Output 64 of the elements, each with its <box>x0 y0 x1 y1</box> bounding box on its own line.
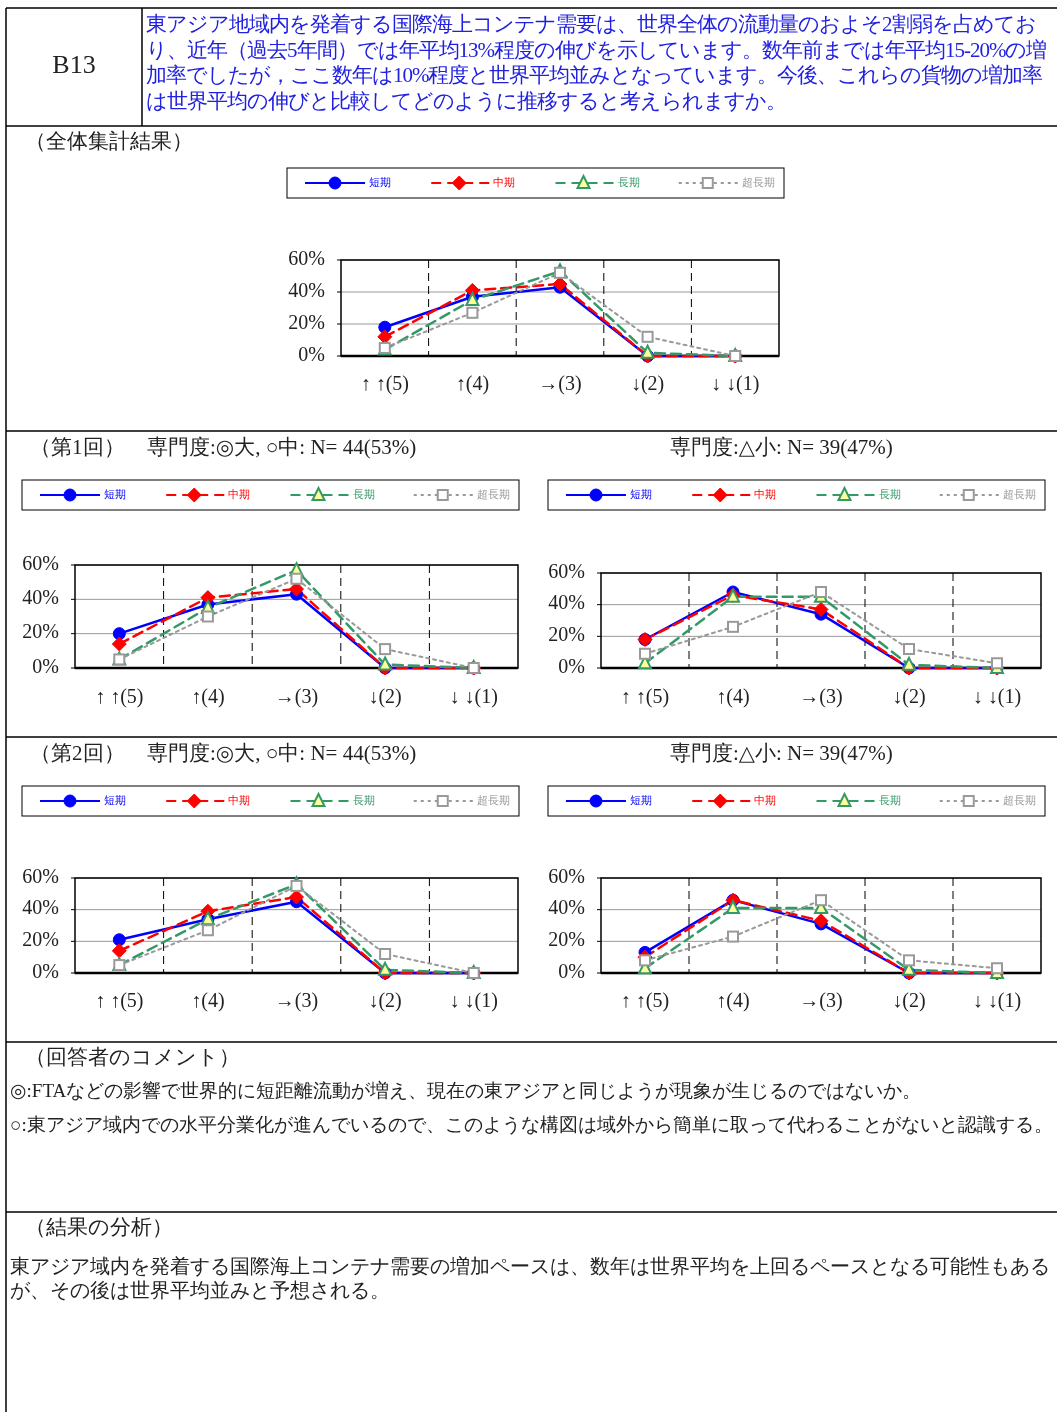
x-tick-label: ↓ ↓(1) <box>449 684 498 708</box>
y-tick-label: 20% <box>22 927 59 950</box>
chart-title: 専門度:△小: N= 39(47%) <box>670 434 893 459</box>
y-tick-label: 0% <box>558 959 585 982</box>
x-tick-label: ↑(4) <box>191 988 225 1012</box>
x-tick-label: →(3) <box>799 684 843 708</box>
y-tick-label: 0% <box>32 654 59 677</box>
x-tick-label: →(3) <box>274 684 319 708</box>
x-tick-label: →(3) <box>274 988 319 1012</box>
x-tick-label: ↓ ↓(1) <box>711 371 760 395</box>
x-tick-label: ↑ ↑(5) <box>620 988 670 1012</box>
x-tick-label: ↓ ↓(1) <box>972 684 1022 708</box>
legend: 短期 中期 長期 超長期 <box>547 479 1046 511</box>
x-tick-label: →(3) <box>538 371 582 395</box>
legend: 短期 中期 長期 超長期 <box>21 785 520 817</box>
x-tick-label: ↑(4) <box>455 371 490 395</box>
text: ◎:FTAなどの影響で世界的に短距離流動が増え、現在の東アジアと同じようが現象が生じるのではないか。 <box>10 1080 922 1102</box>
y-tick-label: 0% <box>32 959 59 982</box>
legend: 短期 中期 長期 超長期 <box>21 479 520 511</box>
text: （結果の分析） <box>25 1214 173 1239</box>
x-tick-label: ↓(2) <box>892 684 926 708</box>
text: （第2回） <box>30 740 125 765</box>
y-tick-label: 20% <box>548 622 585 645</box>
text: （第1回） <box>30 434 125 459</box>
x-tick-label: →(3) <box>799 988 843 1012</box>
y-tick-label: 60% <box>288 246 325 269</box>
legend: 短期 中期 長期 超長期 <box>286 167 785 199</box>
y-tick-label: 40% <box>22 896 59 919</box>
text: 東アジア域内を発着する国際海上コンテナ需要の増加ペースは、数年は世界平均を上回るペースとなる可能性もあるが、その後は世界平均並みと予想される。 <box>10 1254 1050 1302</box>
y-tick-label: 60% <box>548 559 585 582</box>
chart-title: 専門度:◎大, ○中: N= 44(53%) <box>147 434 417 459</box>
y-tick-label: 0% <box>298 342 325 365</box>
x-tick-label: ↑(4) <box>716 684 750 708</box>
y-tick-label: 40% <box>22 585 59 608</box>
legend: 短期 中期 長期 超長期 <box>547 785 1046 817</box>
y-tick-label: 60% <box>22 864 59 887</box>
chart-title: 専門度:△小: N= 39(47%) <box>670 740 893 765</box>
x-tick-label: ↓(2) <box>368 988 402 1012</box>
x-tick-label: ↑(4) <box>716 988 750 1012</box>
text: （全体集計結果） <box>25 128 193 153</box>
chart-title: 専門度:◎大, ○中: N= 44(53%) <box>147 740 417 765</box>
x-tick-label: ↑ ↑(5) <box>95 988 144 1012</box>
x-tick-label: ↑ ↑(5) <box>95 684 144 708</box>
x-tick-label: ↑ ↑(5) <box>360 371 409 395</box>
x-tick-label: ↓ ↓(1) <box>449 988 498 1012</box>
y-tick-label: 60% <box>548 864 585 887</box>
y-tick-label: 40% <box>548 896 585 919</box>
text: B13 <box>52 49 96 79</box>
y-tick-label: 60% <box>22 551 59 574</box>
x-tick-label: ↓(2) <box>892 988 926 1012</box>
x-tick-label: ↑(4) <box>191 684 225 708</box>
text: 東アジア地域内を発着する国際海上コンテナ需要は、世界全体の流動量のおよそ2割弱を占めており、近年（過去5年間）では年平均13%程度の伸びを示しています。数年前までは年平均15-20%の増加率でしたが，ここ数年は10%程度と世界平均並みとなっています。今後、これらの貨物の増加率は世界平均の伸びと比較してどのように推移すると考えられますか。 <box>146 12 1048 114</box>
text: ○:東アジア域内での水平分業化が進んでいるので、このような構図は域外から簡単に取って代わることがないと認識する。 <box>10 1114 1053 1136</box>
x-tick-label: ↓(2) <box>630 371 665 395</box>
y-tick-label: 20% <box>22 620 59 643</box>
y-tick-label: 40% <box>288 278 325 301</box>
x-tick-label: ↓(2) <box>368 684 402 708</box>
x-tick-label: ↑ ↑(5) <box>620 684 670 708</box>
y-tick-label: 20% <box>548 927 585 950</box>
x-tick-label: ↓ ↓(1) <box>972 988 1022 1012</box>
text: （回答者のコメント） <box>25 1044 240 1069</box>
y-tick-label: 40% <box>548 591 585 614</box>
y-tick-label: 0% <box>558 654 585 677</box>
y-tick-label: 20% <box>288 310 325 333</box>
